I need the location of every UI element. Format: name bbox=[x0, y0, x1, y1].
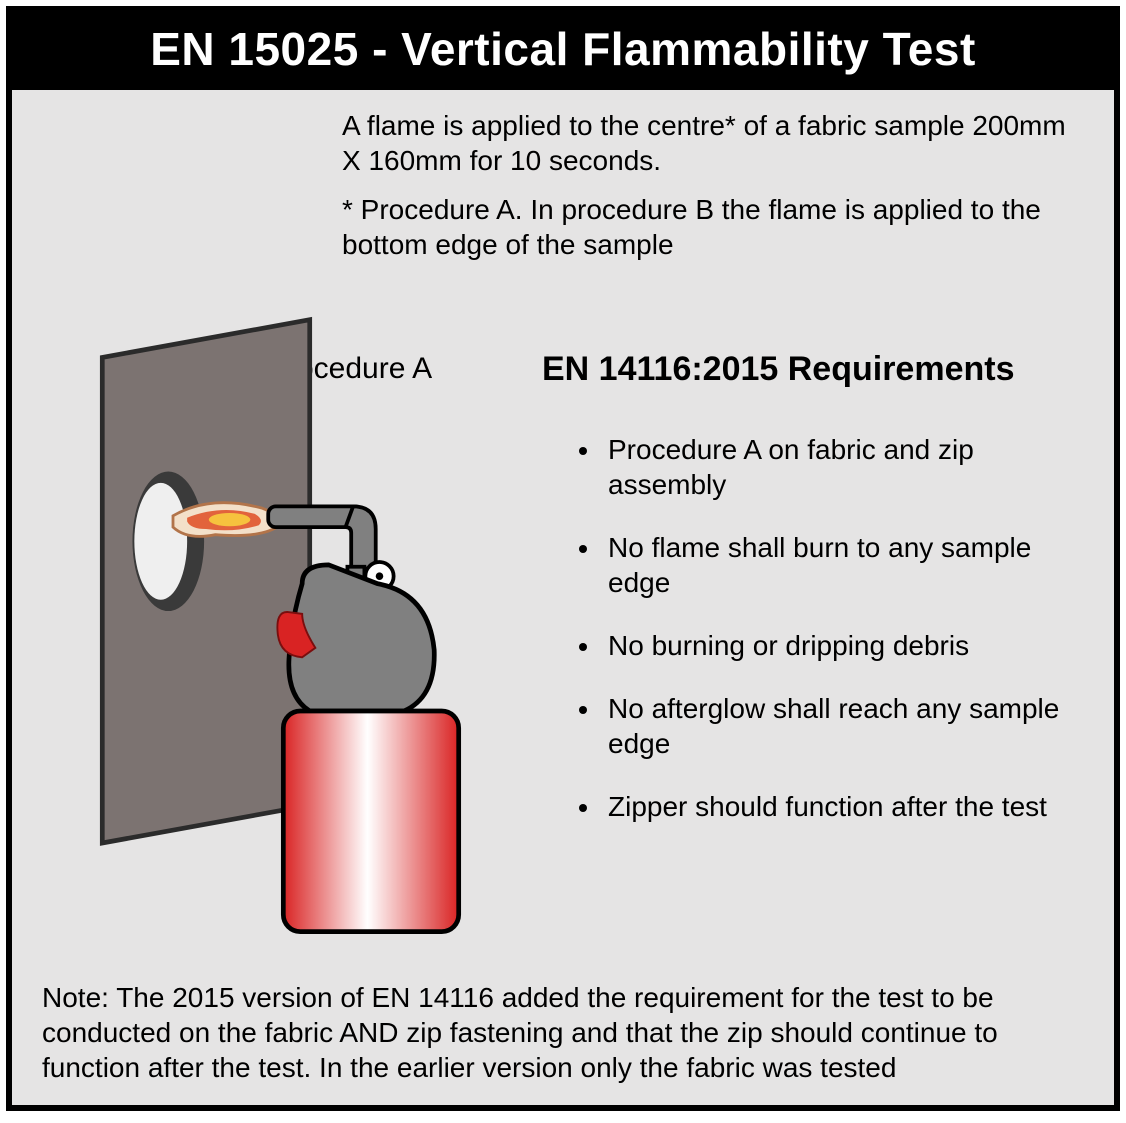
title-text: EN 15025 - Vertical Flammability Test bbox=[150, 23, 976, 75]
flame-icon bbox=[173, 503, 280, 537]
requirement-item: No flame shall burn to any sample edge bbox=[602, 530, 1092, 600]
requirement-item: Zipper should function after the test bbox=[602, 789, 1092, 824]
test-diagram bbox=[32, 282, 512, 942]
infographic-frame: EN 15025 - Vertical Flammability Test A … bbox=[6, 6, 1120, 1111]
title-bar: EN 15025 - Vertical Flammability Test bbox=[12, 12, 1114, 90]
intro-line-1: A flame is applied to the centre* of a f… bbox=[342, 108, 1082, 178]
intro-block: A flame is applied to the centre* of a f… bbox=[342, 108, 1082, 276]
footnote: Note: The 2015 version of EN 14116 added… bbox=[42, 980, 1092, 1085]
intro-line-2: * Procedure A. In procedure B the flame … bbox=[342, 192, 1082, 262]
requirement-item: No burning or dripping debris bbox=[602, 628, 1092, 663]
requirement-item: No afterglow shall reach any sample edge bbox=[602, 691, 1092, 761]
fabric-panel-icon bbox=[102, 320, 309, 843]
requirement-item: Procedure A on fabric and zip assembly bbox=[602, 432, 1092, 502]
requirements-heading: EN 14116:2015 Requirements bbox=[542, 350, 1014, 389]
requirements-list: Procedure A on fabric and zip assembly N… bbox=[602, 432, 1092, 852]
